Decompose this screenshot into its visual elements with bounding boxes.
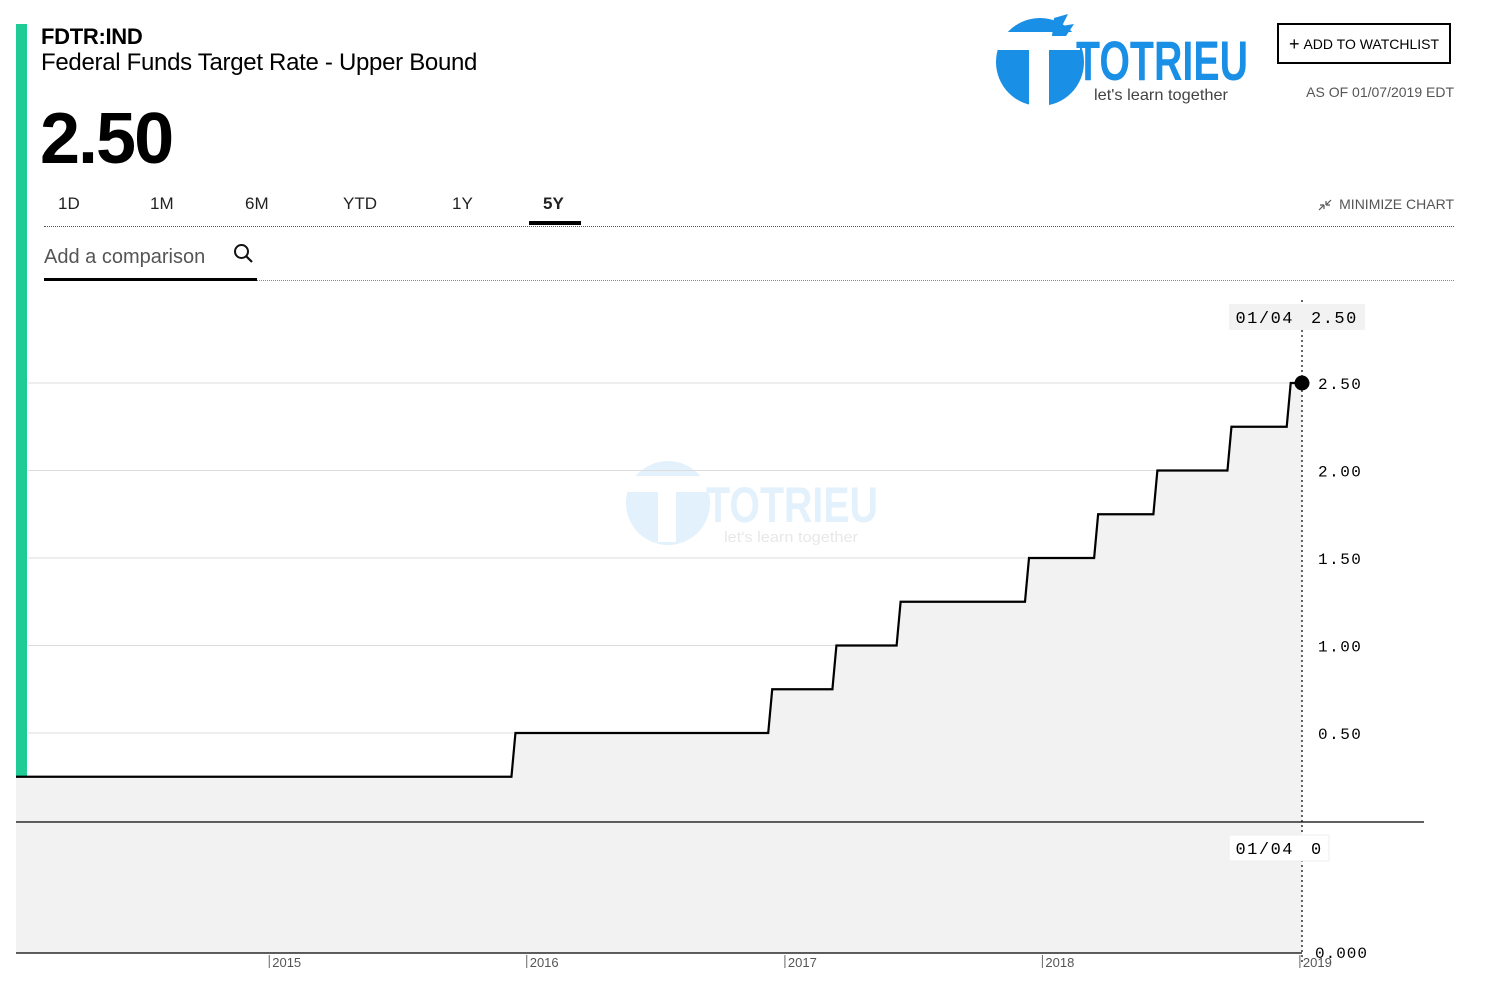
crosshair-label-lower: 01/04 0 bbox=[1228, 834, 1330, 862]
minimize-chart-button[interactable]: MINIMIZE CHART bbox=[1304, 196, 1454, 212]
x-tick-label: 2019 bbox=[1303, 955, 1332, 970]
add-to-watchlist-label: ADD TO WATCHLIST bbox=[1303, 35, 1440, 52]
totrieu-logo: TOTRIEU let's learn together bbox=[996, 14, 1248, 106]
lower-y-tick: 0.000 bbox=[1315, 945, 1368, 963]
comparison-search bbox=[44, 241, 257, 281]
lower-crosshair-value: 0 bbox=[1311, 841, 1323, 860]
logo-tagline: let's learn together bbox=[1094, 87, 1229, 104]
comparison-input[interactable] bbox=[44, 241, 224, 273]
add-to-watchlist-button[interactable]: + ADD TO WATCHLIST bbox=[1277, 23, 1451, 64]
y-tick-label: 1.00 bbox=[1318, 639, 1362, 657]
chart-watermark: TOTRIEU let's learn together bbox=[626, 461, 878, 546]
x-tick-label: 2015 bbox=[272, 955, 301, 970]
as-of-timestamp: AS OF 01/07/2019 EDT bbox=[1306, 84, 1454, 100]
rate-step-line bbox=[16, 381, 1302, 778]
crosshair-label-top: 01/04 2.50 bbox=[1229, 304, 1365, 330]
y-tick-label: 2.50 bbox=[1318, 376, 1362, 394]
x-tick-label: 2016 bbox=[530, 955, 559, 970]
tab-5y[interactable]: 5Y bbox=[543, 194, 564, 213]
tab-1d[interactable]: 1D bbox=[58, 194, 80, 213]
lower-crosshair-date: 01/04 bbox=[1235, 841, 1294, 860]
instrument-name: Federal Funds Target Rate - Upper Bound bbox=[41, 49, 478, 76]
latest-point-marker bbox=[1294, 375, 1310, 391]
x-axis: 2015 2016 2017 2018 2019 bbox=[268, 955, 1332, 970]
y-tick-label: 0.50 bbox=[1318, 726, 1362, 744]
range-tabs: 1D 1M 6M YTD 1Y 5Y bbox=[44, 186, 1454, 227]
lower-panel-background bbox=[16, 823, 1302, 953]
crosshair-date: 01/04 bbox=[1235, 310, 1294, 329]
active-tab-indicator bbox=[529, 221, 581, 225]
x-tick-label: 2018 bbox=[1045, 955, 1074, 970]
tab-1m[interactable]: 1M bbox=[150, 194, 174, 213]
x-tick-label: 2017 bbox=[788, 955, 817, 970]
comparison-divider bbox=[257, 280, 1454, 281]
rate-area bbox=[16, 383, 1302, 822]
logo-wordmark: TOTRIEU bbox=[1076, 29, 1248, 92]
crosshair-value: 2.50 bbox=[1311, 310, 1358, 329]
tab-6m[interactable]: 6M bbox=[245, 194, 269, 213]
watermark-wordmark: TOTRIEU bbox=[706, 477, 878, 533]
tab-1y[interactable]: 1Y bbox=[452, 194, 473, 213]
ticker-symbol: FDTR:IND bbox=[41, 24, 143, 49]
y-tick-label: 2.00 bbox=[1318, 464, 1362, 482]
minimize-icon bbox=[1318, 199, 1332, 211]
rate-chart: TOTRIEU let's learn together 0.50 1.00 1.5… bbox=[16, 300, 1424, 970]
search-icon[interactable] bbox=[233, 243, 255, 265]
current-price: 2.50 bbox=[40, 99, 174, 179]
tab-ytd[interactable]: YTD bbox=[343, 194, 377, 213]
y-tick-label: 1.50 bbox=[1318, 551, 1362, 569]
y-axis: 0.50 1.00 1.50 2.00 2.50 bbox=[1318, 376, 1362, 744]
plus-icon: + bbox=[1288, 33, 1300, 54]
watermark-tagline: let's learn together bbox=[724, 529, 858, 546]
accent-bar bbox=[16, 24, 27, 776]
minimize-chart-label: MINIMIZE CHART bbox=[1339, 196, 1454, 212]
